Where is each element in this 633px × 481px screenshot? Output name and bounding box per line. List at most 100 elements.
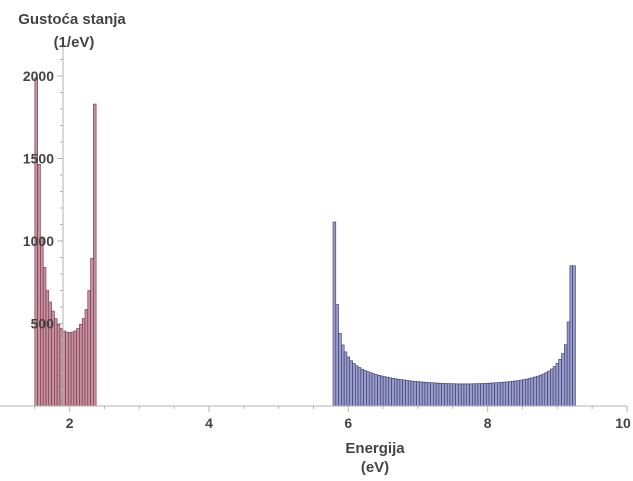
series-blue-bar bbox=[430, 382, 434, 407]
series-red-bar bbox=[76, 328, 80, 407]
series-blue-bar bbox=[494, 382, 498, 407]
series-blue-bar bbox=[441, 383, 445, 407]
series-blue-bar bbox=[527, 378, 532, 407]
series-blue-bar bbox=[343, 351, 348, 407]
series-blue-bar bbox=[513, 380, 518, 407]
series-red-bar bbox=[73, 330, 77, 407]
series-red-bar bbox=[54, 318, 58, 407]
y-tick-label: 1000 bbox=[23, 233, 54, 249]
series-blue-bar bbox=[368, 372, 373, 407]
series-blue-bar bbox=[349, 360, 353, 407]
series-blue-bar bbox=[547, 370, 551, 407]
series-red-bar bbox=[84, 309, 89, 407]
series-red-bar bbox=[93, 103, 97, 407]
series-blue-bar bbox=[446, 383, 451, 407]
series-blue-bar bbox=[444, 383, 448, 407]
series-blue-bar bbox=[354, 365, 359, 407]
x-tick-label: 8 bbox=[484, 415, 492, 431]
series-blue-bar bbox=[402, 379, 406, 407]
series-blue-bar bbox=[552, 366, 557, 407]
series-blue-bar bbox=[449, 383, 454, 407]
series-blue-bar bbox=[511, 380, 515, 407]
x-axis-title-line2: (eV) bbox=[361, 459, 389, 476]
series-blue-bar bbox=[472, 383, 476, 407]
series-blue-bar bbox=[488, 382, 493, 407]
series-blue-bar bbox=[416, 381, 420, 407]
series-blue-bar bbox=[421, 381, 426, 407]
series-blue-bar bbox=[533, 376, 537, 407]
series-blue-bar bbox=[538, 374, 543, 407]
series-blue-bar bbox=[485, 382, 490, 407]
series-blue-bar bbox=[396, 378, 401, 407]
y-axis-ticks: 500 1000 1500 2000 bbox=[23, 59, 63, 390]
series-red-bars bbox=[34, 77, 97, 407]
series-blue-bar bbox=[530, 377, 534, 407]
series-red-bar bbox=[90, 258, 94, 407]
series-blue-bar bbox=[452, 383, 456, 407]
y-tick-label: 500 bbox=[31, 316, 55, 332]
series-blue-bar bbox=[544, 372, 548, 407]
series-blue-bar bbox=[497, 382, 501, 407]
series-blue-bar bbox=[377, 375, 381, 407]
series-red-bar bbox=[81, 318, 86, 407]
y-tick-label: 1500 bbox=[23, 151, 54, 167]
series-blue-bar bbox=[469, 383, 473, 407]
series-blue-bar bbox=[519, 379, 523, 407]
series-blue-bar bbox=[536, 375, 540, 407]
series-blue-bar bbox=[463, 383, 468, 407]
series-blue-bar bbox=[371, 373, 376, 407]
series-red-bar bbox=[37, 163, 41, 407]
series-blue-bar bbox=[474, 383, 479, 407]
series-blue-bar bbox=[433, 382, 437, 407]
x-tick-label: 6 bbox=[344, 415, 352, 431]
series-blue-bar bbox=[524, 378, 529, 407]
series-blue-bars bbox=[332, 221, 576, 407]
y-tick-label: 2000 bbox=[23, 68, 54, 84]
series-blue-bar bbox=[505, 381, 509, 407]
series-blue-bar bbox=[550, 368, 554, 407]
series-blue-bar bbox=[366, 371, 370, 407]
series-blue-bar bbox=[427, 382, 431, 407]
series-blue-bar bbox=[558, 359, 562, 407]
series-blue-bar bbox=[335, 304, 339, 407]
series-blue-bar bbox=[566, 321, 571, 407]
series-blue-bar bbox=[394, 378, 398, 407]
series-blue-bar bbox=[466, 383, 470, 407]
series-blue-bar bbox=[352, 363, 356, 407]
series-blue-bar bbox=[477, 383, 482, 407]
series-red-bar bbox=[56, 324, 61, 407]
series-blue-bar bbox=[374, 374, 378, 407]
series-red-bar bbox=[70, 331, 75, 407]
series-blue-bar bbox=[541, 373, 546, 407]
series-blue-bar bbox=[360, 368, 364, 407]
x-tick-label: 2 bbox=[66, 415, 74, 431]
series-red-bar bbox=[87, 290, 91, 407]
series-blue-bar bbox=[388, 377, 392, 407]
series-blue-bar bbox=[338, 333, 342, 407]
series-blue-bar bbox=[561, 353, 565, 407]
series-blue-bar bbox=[572, 265, 576, 407]
series-blue-bar bbox=[410, 380, 415, 407]
series-blue-bar bbox=[522, 379, 526, 407]
series-blue-bar bbox=[455, 383, 459, 407]
series-blue-bar bbox=[435, 382, 440, 407]
series-blue-bar bbox=[491, 382, 495, 407]
x-axis-title-line1: Energija bbox=[345, 440, 405, 457]
series-blue-bar bbox=[391, 377, 395, 407]
series-blue-bar bbox=[385, 376, 390, 407]
series-blue-bar bbox=[508, 381, 512, 407]
series-blue-bar bbox=[438, 382, 442, 407]
x-axis-ticks: 2 4 6 8 10 bbox=[34, 406, 631, 431]
series-blue-bar bbox=[569, 265, 573, 407]
series-red-bar bbox=[42, 267, 47, 407]
series-red-bar bbox=[79, 324, 83, 407]
series-blue-bar bbox=[382, 376, 387, 407]
series-blue-bar bbox=[499, 382, 504, 407]
series-red-bar bbox=[65, 331, 69, 407]
series-blue-bar bbox=[555, 363, 560, 407]
series-blue-bar bbox=[380, 375, 384, 407]
series-blue-bar bbox=[399, 379, 403, 407]
x-tick-label: 4 bbox=[205, 415, 213, 431]
series-blue-bar bbox=[357, 367, 362, 407]
